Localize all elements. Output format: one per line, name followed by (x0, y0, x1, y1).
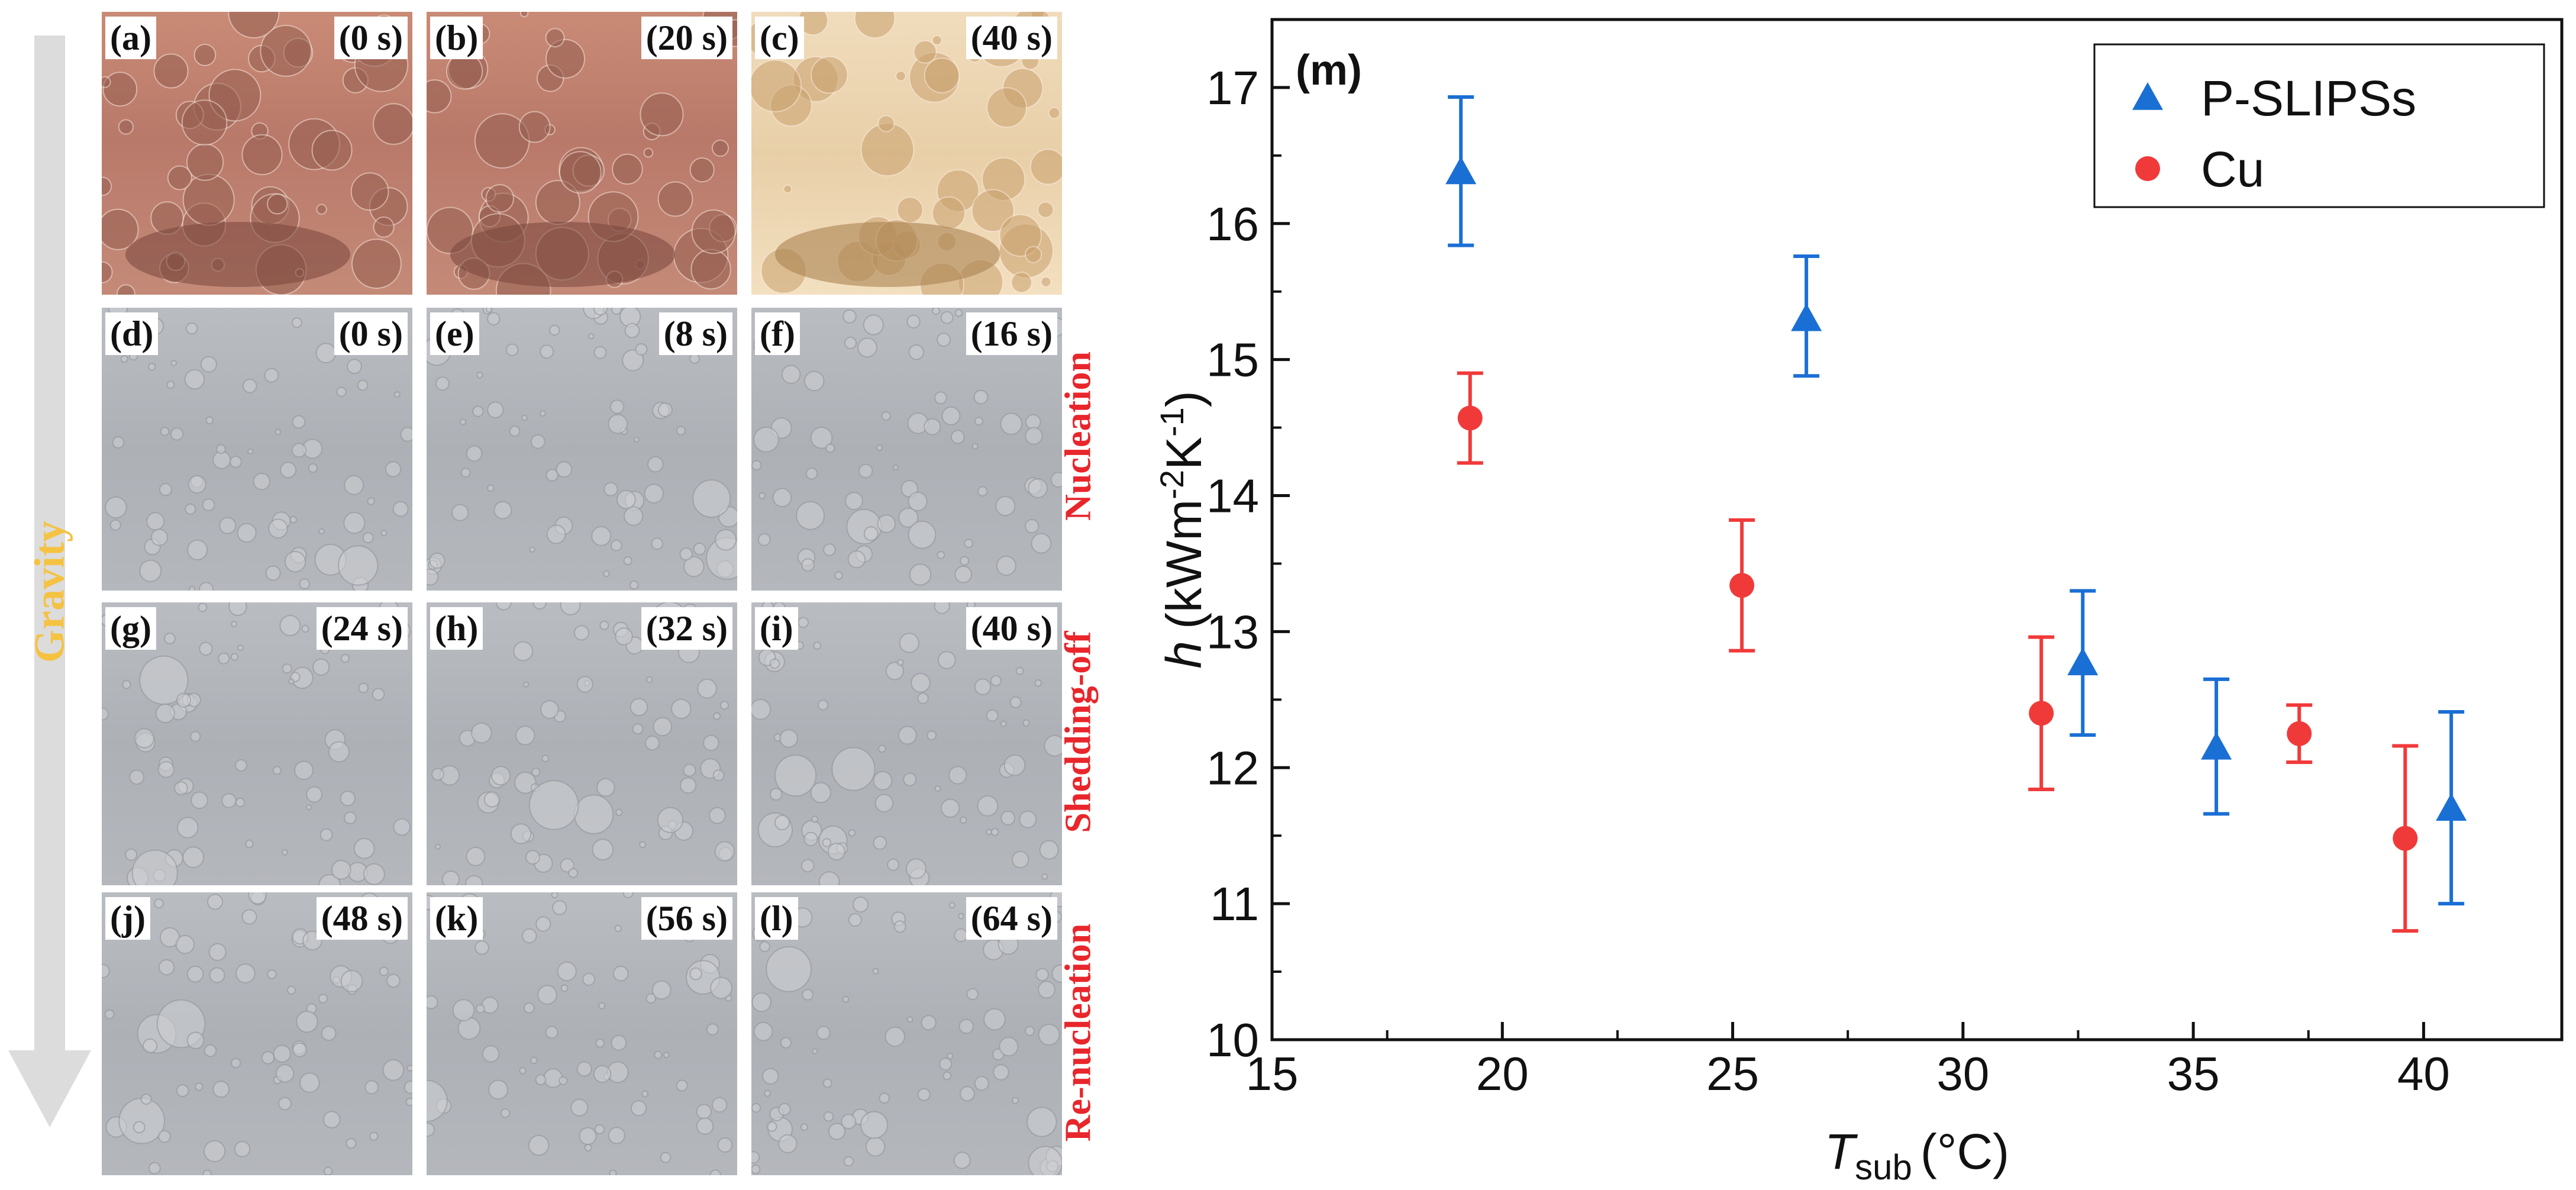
y-tick-label: 10 (1206, 1014, 1259, 1066)
droplet-texture (751, 12, 1062, 295)
y-tick-label: 14 (1206, 470, 1259, 523)
panel-letter: (d) (105, 312, 159, 355)
y-tick-label: 12 (1206, 741, 1259, 794)
plot-frame (1270, 18, 2564, 1041)
x-tick-label: 20 (1476, 1047, 1529, 1100)
data-point (2436, 793, 2467, 821)
y-tick-label: 17 (1206, 62, 1259, 114)
row-label-shedding: Shedding-off (1058, 631, 1099, 833)
axis-tick-labels: 15 20 25 30 35 40 10 11 12 13 14 15 16 17 (1206, 62, 2450, 1100)
photo-panel: (e) (8 s) (427, 308, 737, 591)
data-point (2393, 825, 2418, 851)
x-tick-label: 15 (1246, 1047, 1299, 1100)
legend-box (2093, 43, 2545, 208)
image-grid: Gravity (a) (0 s) (b) (20 s) (c) (40 s) (d) (0 … (0, 0, 1124, 1190)
data-point (2067, 647, 2099, 676)
series-cu (1457, 371, 2419, 933)
legend: P-SLIPSs Cu (2093, 43, 2545, 208)
legend-marker (2132, 82, 2163, 110)
row-label-renucleation: Re-nucleation (1058, 923, 1099, 1142)
droplet-texture (427, 12, 737, 295)
x-axis-subscript: sub (1855, 1147, 1912, 1187)
panel-letter: (j) (105, 897, 150, 940)
panel-time: (48 s) (316, 897, 408, 940)
photo-panel: (f) (16 s) (751, 308, 1062, 591)
y-axis-label: h (kWm-2K-1) (1153, 391, 1212, 669)
panel-time: (20 s) (641, 17, 732, 59)
photo-panel: (j) (48 s) (102, 892, 412, 1175)
panel-time: (24 s) (316, 607, 408, 650)
x-axis-symbol: T (1825, 1124, 1858, 1179)
y-axis-unit-close: ) (1156, 391, 1212, 407)
gravity-label: Gravity (25, 521, 73, 663)
photo-panel: (c) (40 s) (751, 12, 1062, 295)
data-point (2287, 721, 2312, 746)
data-point (2201, 731, 2232, 760)
droplet-texture (102, 602, 411, 885)
photo-panel: (g) (24 s) (102, 602, 412, 885)
x-tick-label: 35 (2167, 1047, 2220, 1100)
axis-ticks (1270, 18, 2425, 1041)
panel-time: (0 s) (334, 312, 408, 355)
x-axis-unit: (°C) (1920, 1124, 2009, 1179)
panel-time: (64 s) (966, 897, 1057, 940)
panel-time: (40 s) (966, 607, 1057, 650)
legend-marker (2135, 156, 2160, 181)
panel-time: (56 s) (641, 897, 732, 940)
panel-time: (16 s) (966, 312, 1057, 355)
x-axis-label: Tsub (°C) (1825, 1124, 2009, 1187)
y-axis-exp1: -2 (1153, 470, 1190, 499)
droplet-texture (751, 308, 1062, 586)
chart-panel-label: (m) (1296, 47, 1362, 94)
photo-panel: (b) (20 s) (427, 12, 737, 295)
photo-panel: (d) (0 s) (102, 308, 412, 591)
panel-time: (40 s) (966, 17, 1057, 59)
panel-letter: (f) (755, 312, 800, 355)
photo-panel: (a) (0 s) (102, 12, 412, 295)
panel-letter: (h) (430, 607, 483, 650)
series-p-slipss (1445, 95, 2467, 906)
panel-time: (8 s) (658, 312, 732, 355)
droplet-texture (751, 602, 1062, 885)
y-axis-unit-prefix: (kWm (1156, 499, 1212, 629)
panel-letter: (c) (755, 17, 804, 59)
photo-panel: (i) (40 s) (751, 602, 1062, 885)
x-tick-label: 40 (2397, 1047, 2450, 1100)
y-axis-symbol: h (1156, 641, 1212, 669)
panel-time: (32 s) (641, 607, 732, 650)
gravity-arrow-icon (8, 36, 91, 1127)
panel-letter: (b) (430, 17, 483, 59)
photo-panel: (k) (56 s) (427, 892, 737, 1175)
x-tick-label: 30 (1936, 1047, 1989, 1100)
photo-panel: (l) (64 s) (751, 892, 1062, 1175)
panel-letter: (i) (755, 607, 798, 650)
panel-letter: (a) (105, 17, 156, 59)
y-axis-exp2: -1 (1153, 407, 1190, 437)
data-point (1457, 405, 1483, 431)
data-point (2029, 701, 2054, 726)
panel-letter: (g) (105, 607, 156, 650)
panel-letter: (e) (430, 312, 479, 355)
y-tick-label: 11 (1210, 878, 1259, 930)
droplet-texture (751, 892, 1062, 1175)
y-tick-label: 15 (1206, 334, 1259, 386)
legend-label: Cu (2201, 141, 2264, 197)
data-point (1729, 573, 1755, 598)
y-tick-label: 13 (1206, 605, 1259, 658)
heat-transfer-chart: 15 20 25 30 35 40 10 11 12 13 14 15 16 17 (m) Tsub (°C… (1153, 18, 2564, 1187)
panel-letter: (l) (755, 897, 798, 940)
photo-panel: (h) (32 s) (427, 602, 737, 885)
data-marks (1445, 95, 2467, 933)
droplet-texture (427, 308, 737, 590)
data-point (1791, 303, 1822, 331)
row-label-nucleation: Nucleation (1058, 351, 1099, 521)
panel-time: (0 s) (334, 17, 408, 59)
legend-label: P-SLIPSs (2201, 70, 2416, 126)
y-axis-unit-mid: K (1156, 437, 1212, 470)
x-tick-label: 25 (1706, 1047, 1759, 1100)
y-tick-label: 16 (1206, 198, 1259, 250)
data-point (1445, 156, 1477, 185)
panel-letter: (k) (430, 897, 483, 940)
